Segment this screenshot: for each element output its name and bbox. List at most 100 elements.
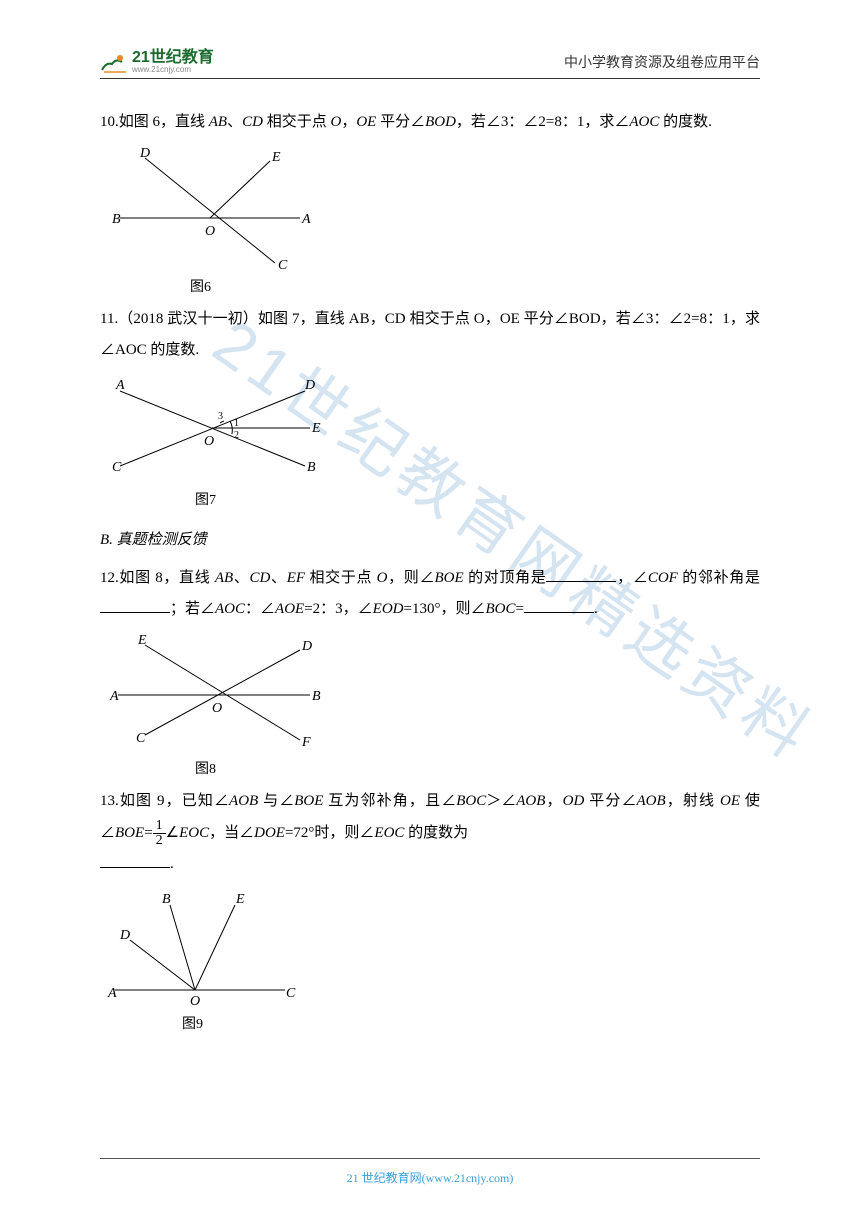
q13-frac-num: 1 [153, 819, 166, 834]
q13-eoc: EOC [179, 825, 209, 841]
q12-tj: =130°，则∠ [404, 601, 486, 617]
svg-text:B: B [162, 892, 171, 907]
svg-text:A: A [109, 689, 119, 704]
q12-blank3 [524, 598, 594, 613]
logo: 21世纪教育 www.21cnjy.com [100, 50, 214, 74]
q13-ti: = [144, 825, 152, 841]
svg-text:D: D [304, 378, 315, 393]
q12-tc: ，则∠ [387, 570, 434, 586]
q13-aob2: AOB [516, 793, 545, 809]
q10-bod: BOD [425, 114, 456, 130]
q10-oe: OE [356, 114, 376, 130]
q13-doe: DOE [254, 825, 285, 841]
figure-7-caption: 图7 [100, 486, 760, 515]
q13-oe: OE [720, 793, 740, 809]
q10-sep1: 、 [227, 114, 242, 130]
q12-td: 的对顶角是 [464, 570, 547, 586]
q12-th: ：∠ [245, 601, 275, 617]
q10-aoc: AOC [629, 114, 659, 130]
svg-text:A: A [107, 986, 117, 1001]
svg-text:E: E [235, 892, 245, 907]
content: 10.如图 6，直线 AB、CD 相交于点 O，OE 平分∠BOD，若∠3：∠2… [100, 107, 760, 1039]
q13-blank [100, 853, 170, 868]
q12-aoc: AOC [215, 601, 245, 617]
svg-text:O: O [204, 434, 214, 449]
q10-t4: 平分∠ [376, 114, 425, 130]
q13-te: ， [545, 793, 562, 809]
svg-text:O: O [190, 994, 200, 1009]
q13-boe2: BOE [115, 825, 144, 841]
q12-cd: CD [250, 570, 271, 586]
q13-ta: 13.如图 9，已知∠ [100, 793, 229, 809]
svg-text:D: D [139, 146, 150, 161]
q12-ta: 12.如图 8，直线 [100, 570, 215, 586]
q12-ti: =2：3，∠ [304, 601, 372, 617]
svg-text:C: C [112, 460, 122, 475]
logo-icon [100, 50, 128, 74]
q13-aob3: AOB [636, 793, 665, 809]
q13-tg: ，射线 [666, 793, 720, 809]
svg-text:B: B [112, 212, 121, 227]
q13-td: ＞∠ [486, 793, 516, 809]
q13-boe: BOE [294, 793, 323, 809]
figure-6: D E B A O C 图6 [100, 143, 760, 302]
q10-t6: 的度数. [659, 114, 712, 130]
q13-eoc2: EOC [374, 825, 404, 841]
q12-aoe: AOE [275, 601, 304, 617]
q12-s1: 、 [233, 570, 249, 586]
q13-tm: 的度数为 [404, 825, 468, 841]
svg-text:D: D [301, 639, 312, 654]
figure-8: E D A B O C F 图8 [100, 630, 760, 784]
question-11: 11.（2018 武汉十一初）如图 7，直线 AB，CD 相交于点 O，OE 平… [100, 304, 760, 367]
svg-text:B: B [312, 689, 321, 704]
q10-t5: ，若∠3：∠2=8：1，求∠ [456, 114, 629, 130]
svg-text:C: C [286, 986, 296, 1001]
q12-te: ，∠ [616, 570, 647, 586]
q13-tk: ，当∠ [209, 825, 254, 841]
footer: 21 世纪教育网(www.21cnjy.com) [100, 1158, 760, 1186]
svg-text:B: B [307, 460, 316, 475]
svg-text:C: C [278, 258, 288, 273]
q12-ef: EF [287, 570, 305, 586]
q10-ab: AB [209, 114, 227, 130]
question-10: 10.如图 6，直线 AB、CD 相交于点 O，OE 平分∠BOD，若∠3：∠2… [100, 107, 760, 139]
svg-text:E: E [137, 633, 147, 648]
q12-tb: 相交于点 [305, 570, 377, 586]
q12-tk: = [515, 601, 523, 617]
header: 21世纪教育 www.21cnjy.com 中小学教育资源及组卷应用平台 [100, 50, 760, 79]
q12-tf: 的邻补角是 [678, 570, 760, 586]
q10-t3: ， [341, 114, 356, 130]
svg-text:E: E [271, 150, 281, 165]
q13-frac-den: 2 [153, 834, 166, 848]
q13-tl: =72°时，则∠ [285, 825, 374, 841]
q12-cof: COF [648, 570, 678, 586]
q12-s2: 、 [270, 570, 286, 586]
svg-text:O: O [205, 224, 215, 239]
q13-boc: BOC [456, 793, 486, 809]
figure-9-caption: 图9 [100, 1010, 760, 1039]
q12-boc: BOC [485, 601, 515, 617]
figure-6-caption: 图6 [100, 273, 760, 302]
question-12: 12.如图 8，直线 AB、CD、EF 相交于点 O，则∠BOE 的对顶角是，∠… [100, 563, 760, 626]
q10-o: O [330, 114, 341, 130]
section-b-title: B. 真题检测反馈 [100, 525, 760, 557]
figure-9: B E D A O C 图9 [100, 885, 760, 1039]
q12-boe: BOE [434, 570, 463, 586]
figure-8-caption: 图8 [100, 755, 760, 784]
figure-7: A D E C B O 1 2 3 图7 [100, 371, 760, 515]
q10-plain: 10.如图 6，直线 [100, 114, 209, 130]
logo-text: 21世纪教育 [132, 50, 214, 66]
svg-text:E: E [311, 421, 321, 436]
q13-fraction: 12 [153, 819, 166, 848]
svg-text:3: 3 [218, 411, 223, 422]
q12-tg: ；若∠ [170, 601, 215, 617]
q13-tj: ∠ [166, 825, 179, 841]
question-13: 13.如图 9，已知∠AOB 与∠BOE 互为邻补角，且∠BOC＞∠AOB，OD… [100, 786, 760, 881]
page: 21世纪教育 www.21cnjy.com 中小学教育资源及组卷应用平台 10.… [0, 0, 860, 1216]
q13-aob: AOB [229, 793, 258, 809]
q10-cd: CD [242, 114, 263, 130]
header-right-text: 中小学教育资源及组卷应用平台 [564, 52, 760, 72]
q10-t2: 相交于点 [263, 114, 331, 130]
svg-text:D: D [119, 928, 130, 943]
q12-ab: AB [215, 570, 233, 586]
